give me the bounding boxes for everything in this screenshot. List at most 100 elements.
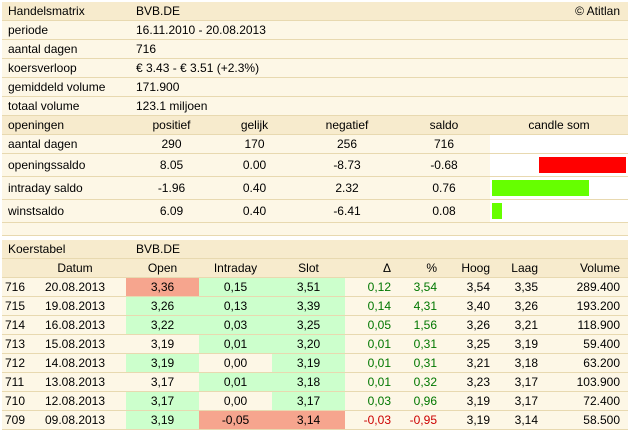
header-openingen: openingen	[8, 118, 65, 132]
delta-cell: 0,01	[367, 375, 391, 389]
header-saldo: saldo	[429, 118, 459, 132]
saldo-value: 0.76	[432, 181, 456, 195]
gelijk-value: 0.40	[242, 204, 267, 218]
volume-cell: 118.900	[577, 318, 621, 332]
row-nr: 712	[5, 356, 26, 370]
koers-row: 712 14.08.2013 3,19 0,00 3,19 0,01 0,31 3,21 3,1…	[2, 354, 628, 373]
gelijk-value: 0.00	[242, 158, 267, 172]
delta-cell: 0,01	[367, 356, 391, 370]
saldo-value: -0.68	[430, 158, 458, 172]
candle-bar-cell	[490, 200, 628, 222]
info-row: gemiddeld volume 171.900	[2, 78, 628, 97]
info-value: 16.11.2010 - 20.08.2013	[136, 23, 266, 37]
datum-cell: 12.08.2013	[44, 394, 106, 408]
saldo-value: 716	[433, 137, 455, 151]
matrix-header-row: openingen positief gelijk negatief saldo cand…	[2, 116, 628, 135]
intraday-cell: 0,01	[199, 335, 272, 353]
open-cell: 3,19	[126, 354, 199, 372]
header-open: Open	[147, 261, 178, 275]
info-value: € 3.43 - € 3.51 (+2.3%)	[136, 61, 260, 75]
row-nr: 711	[5, 375, 25, 389]
matrix-row: aantal dagen 290 170 256 716	[2, 135, 628, 154]
matrix-row-label: aantal dagen	[8, 137, 78, 151]
negatief-value: -6.41	[333, 204, 361, 218]
koers-row: 713 15.08.2013 3,19 0,01 3,20 0,01 0,31 3,25 3,1…	[2, 335, 628, 354]
header-datum: Datum	[57, 261, 93, 275]
matrix-row: intraday saldo -1.96 0.40 2.32 0.76	[2, 177, 628, 200]
open-cell: 3,17	[150, 375, 175, 389]
slot-cell: 3,17	[272, 392, 345, 410]
positief-value: 6.09	[159, 204, 184, 218]
info-label: totaal volume	[8, 99, 80, 113]
hoog-cell: 3,26	[466, 318, 490, 332]
copyright-text: © Atitlan	[575, 4, 620, 18]
laag-cell: 3,26	[514, 299, 538, 313]
info-label: aantal dagen	[8, 42, 78, 56]
volume-cell: 59.400	[583, 337, 620, 351]
intraday-cell: 0,15	[199, 278, 272, 296]
volume-cell: 289.400	[576, 280, 620, 294]
open-cell: 3,17	[126, 392, 199, 410]
laag-cell: 3,35	[514, 280, 538, 294]
hoog-cell: 3,19	[466, 413, 490, 427]
koers-header-row: Datum Open Intraday Slot Δ% Hoog Laag Volume	[2, 259, 628, 278]
header-volume: Volume	[579, 261, 620, 275]
koers-title: Koerstabel	[8, 242, 66, 256]
koers-row: 709 09.08.2013 3,19 -0,05 3,14 -0,03 -0,95 3,19…	[2, 411, 628, 430]
slot-cell: 3,14	[272, 411, 345, 429]
pct-cell: 0,31	[413, 356, 437, 370]
laag-cell: 3,19	[514, 337, 538, 351]
candle-bar-cell	[490, 154, 628, 176]
negatief-value: -8.73	[333, 158, 361, 172]
delta-cell: 0,14	[367, 299, 391, 313]
volume-cell: 193.200	[576, 299, 620, 313]
open-cell: 3,19	[126, 411, 199, 429]
row-nr: 715	[5, 299, 26, 313]
candle-bar	[492, 180, 590, 196]
pct-cell: 0,96	[413, 394, 437, 408]
delta-cell: 0,03	[367, 394, 391, 408]
negatief-value: 2.32	[335, 181, 359, 195]
intraday-cell: 0,00	[223, 356, 248, 370]
pct-cell: 0,31	[413, 337, 437, 351]
info-value: 716	[136, 42, 157, 56]
open-cell: 3,22	[126, 316, 199, 334]
positief-value: -1.96	[157, 181, 186, 195]
delta-cell: 0,01	[367, 337, 391, 351]
header-candle-som: candle som	[528, 118, 590, 132]
matrix-row: winstsaldo 6.09 0.40 -6.41 0.08	[2, 200, 628, 223]
info-row: koersverloop € 3.43 - € 3.51 (+2.3%)	[2, 59, 628, 78]
datum-cell: 13.08.2013	[44, 375, 106, 389]
volume-cell: 103.900	[576, 375, 620, 389]
row-nr: 709	[5, 413, 26, 427]
volume-cell: 58.500	[583, 413, 620, 427]
row-nr: 716	[5, 280, 26, 294]
info-label: koersverloop	[8, 61, 77, 75]
datum-cell: 15.08.2013	[44, 337, 106, 351]
header-positief: positief	[152, 118, 191, 132]
info-label: gemiddeld volume	[8, 80, 106, 94]
delta-cell: -0,03	[363, 413, 391, 427]
candle-bar	[538, 157, 626, 173]
header-hoog: Hoog	[461, 261, 490, 275]
gelijk-value: 0.40	[242, 181, 267, 195]
row-nr: 713	[5, 337, 26, 351]
koers-row: 714 16.08.2013 3,22 0,03 3,25 0,05 1,56 3,26 3,2…	[2, 316, 628, 335]
spacer-row	[2, 223, 628, 236]
hoog-cell: 3,54	[466, 280, 490, 294]
delta-cell: 0,12	[367, 280, 391, 294]
delta-cell: 0,05	[367, 318, 391, 332]
datum-cell: 16.08.2013	[44, 318, 106, 332]
header-negatief: negatief	[325, 118, 369, 132]
koers-row: 711 13.08.2013 3,17 0,01 3,18 0,01 0,32 3,23 3,1…	[2, 373, 628, 392]
pct-cell: 1,56	[413, 318, 437, 332]
matrix-row-label: winstsaldo	[8, 204, 65, 218]
row-nr: 710	[5, 394, 26, 408]
hoog-cell: 3,19	[466, 394, 490, 408]
intraday-cell: 0,03	[199, 316, 272, 334]
koers-symbol: BVB.DE	[136, 242, 181, 256]
header-nr	[2, 259, 24, 277]
datum-cell: 14.08.2013	[44, 356, 106, 370]
matrix-row: openingssaldo 8.05 0.00 -8.73 -0.68	[2, 154, 628, 177]
